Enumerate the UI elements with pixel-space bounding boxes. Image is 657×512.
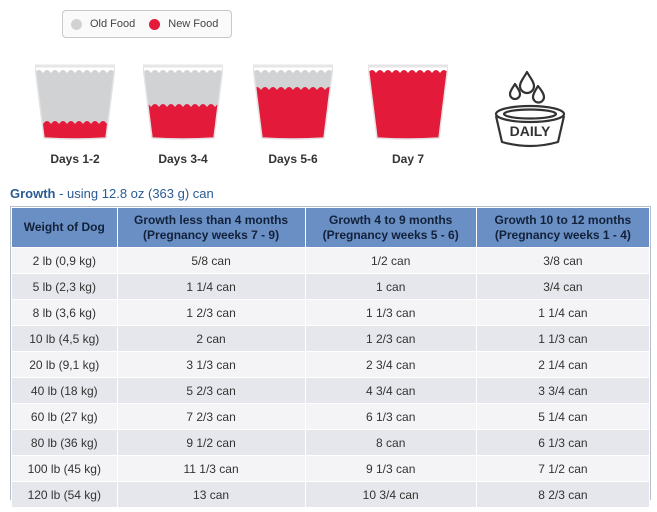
new-food-fill [35, 121, 115, 139]
legend-new-label: New Food [168, 18, 219, 30]
cell-growth-10-12: 3 3/4 can [475, 377, 651, 404]
cell-growth-under-4: 5 2/3 can [116, 377, 306, 404]
cell-weight: 40 lb (18 kg) [11, 377, 118, 404]
cell-growth-10-12: 7 1/2 can [475, 455, 651, 482]
new-food-fill [143, 104, 223, 139]
table-row: 40 lb (18 kg) 5 2/3 can 4 3/4 can 3 3/4 can [11, 377, 651, 404]
cell-growth-4-9: 8 can [304, 429, 477, 456]
water-bowl-icon: DAILY [490, 70, 570, 157]
new-food-dot-icon [149, 18, 161, 30]
cell-growth-under-4: 11 1/3 can [116, 455, 306, 482]
table-row: 60 lb (27 kg) 7 2/3 can 6 1/3 can 5 1/4 can [11, 403, 651, 430]
cup-label: Days 5-6 [268, 152, 318, 166]
cell-growth-under-4: 7 2/3 can [116, 403, 306, 430]
header-growth-under-4: Growth less than 4 months (Pregnancy week… [116, 207, 306, 248]
cell-weight: 2 lb (0,9 kg) [11, 247, 118, 274]
table-row: 100 lb (45 kg) 11 1/3 can 9 1/3 can 7 1/2 c… [11, 455, 651, 482]
cell-growth-under-4: 5/8 can [116, 247, 306, 274]
cell-growth-10-12: 3/4 can [475, 273, 651, 300]
table-header-row: Weight of Dog Growth less than 4 months(… [11, 207, 651, 248]
transition-cup [143, 58, 223, 140]
header-line2: (Pregnancy weeks 1 - 4) [494, 227, 631, 242]
cell-growth-10-12: 5 1/4 can [475, 403, 651, 430]
cell-growth-4-9: 2 3/4 can [304, 351, 477, 378]
header-line1: Growth 4 to 9 months [329, 212, 453, 227]
cup-label: Day 7 [391, 152, 425, 166]
daily-label: DAILY [510, 123, 551, 139]
cell-growth-under-4: 1 1/4 can [116, 273, 306, 300]
cell-weight: 60 lb (27 kg) [11, 403, 118, 430]
cell-weight: 100 lb (45 kg) [11, 455, 118, 482]
food-legend: Old Food New Food [62, 10, 232, 38]
cell-weight: 120 lb (54 kg) [11, 481, 118, 508]
table-body: 2 lb (0,9 kg) 5/8 can 1/2 can 3/8 can 5 lb (… [11, 247, 651, 508]
cell-growth-4-9: 4 3/4 can [304, 377, 477, 404]
cell-growth-10-12: 1 1/3 can [475, 325, 651, 352]
cell-growth-4-9: 1 can [304, 273, 477, 300]
section-title: Growth - using 12.8 oz (363 g) can [10, 186, 214, 201]
feeding-table-container: Weight of Dog Growth less than 4 months(… [10, 206, 651, 508]
cell-growth-4-9: 9 1/3 can [304, 455, 477, 482]
cell-growth-4-9: 6 1/3 can [304, 403, 477, 430]
cell-growth-under-4: 13 can [116, 481, 306, 508]
cell-weight: 5 lb (2,3 kg) [11, 273, 118, 300]
legend-new-food: New Food [149, 18, 218, 30]
new-food-fill [368, 70, 448, 139]
table-row: 2 lb (0,9 kg) 5/8 can 1/2 can 3/8 can [11, 247, 651, 274]
header-growth-4-9: Growth 4 to 9 months (Pregnancy weeks 5 -… [304, 207, 477, 248]
cell-growth-4-9: 1 1/3 can [304, 299, 477, 326]
transition-cup [35, 58, 115, 140]
cell-growth-10-12: 3/8 can [475, 247, 651, 274]
cell-growth-4-9: 10 3/4 can [304, 481, 477, 508]
cup-label: Days 1-2 [50, 152, 100, 166]
header-line1: Growth less than 4 months [134, 212, 289, 227]
feeding-table: Weight of Dog Growth less than 4 months(… [11, 207, 651, 508]
new-food-fill [253, 87, 333, 139]
transition-cup [368, 58, 448, 140]
header-line2: (Pregnancy weeks 5 - 6) [322, 227, 459, 242]
table-row: 80 lb (36 kg) 9 1/2 can 8 can 6 1/3 can [11, 429, 651, 456]
legend-old-label: Old Food [90, 18, 136, 30]
section-title-main: Growth [10, 186, 56, 201]
table-row: 5 lb (2,3 kg) 1 1/4 can 1 can 3/4 can [11, 273, 651, 300]
header-line1: Growth 10 to 12 months [494, 212, 632, 227]
table-row: 8 lb (3,6 kg) 1 2/3 can 1 1/3 can 1 1/4 can [11, 299, 651, 326]
cell-growth-under-4: 1 2/3 can [116, 299, 306, 326]
legend-old-food: Old Food [71, 18, 135, 30]
cell-growth-10-12: 8 2/3 can [475, 481, 651, 508]
cell-weight: 80 lb (36 kg) [11, 429, 118, 456]
section-title-sub: - using 12.8 oz (363 g) can [55, 186, 214, 201]
header-line2: (Pregnancy weeks 7 - 9) [143, 227, 280, 242]
cell-weight: 10 lb (4,5 kg) [11, 325, 118, 352]
transition-cup [253, 58, 333, 140]
cell-growth-under-4: 9 1/2 can [116, 429, 306, 456]
cell-growth-under-4: 2 can [116, 325, 306, 352]
header-weight: Weight of Dog [11, 207, 118, 248]
cell-weight: 20 lb (9,1 kg) [11, 351, 118, 378]
cell-growth-10-12: 6 1/3 can [475, 429, 651, 456]
cell-growth-10-12: 2 1/4 can [475, 351, 651, 378]
cell-growth-4-9: 1/2 can [304, 247, 477, 274]
cell-growth-under-4: 3 1/3 can [116, 351, 306, 378]
header-weight-label: Weight of Dog [23, 220, 105, 234]
table-row: 10 lb (4,5 kg) 2 can 1 2/3 can 1 1/3 can [11, 325, 651, 352]
cell-growth-4-9: 1 2/3 can [304, 325, 477, 352]
old-food-dot-icon [71, 18, 82, 30]
cell-growth-10-12: 1 1/4 can [475, 299, 651, 326]
cell-weight: 8 lb (3,6 kg) [11, 299, 118, 326]
cup-label: Days 3-4 [158, 152, 208, 166]
table-row: 120 lb (54 kg) 13 can 10 3/4 can 8 2/3 can [11, 481, 651, 508]
table-row: 20 lb (9,1 kg) 3 1/3 can 2 3/4 can 2 1/4 ca… [11, 351, 651, 378]
header-growth-10-12: Growth 10 to 12 months (Pregnancy weeks 1… [475, 207, 651, 248]
